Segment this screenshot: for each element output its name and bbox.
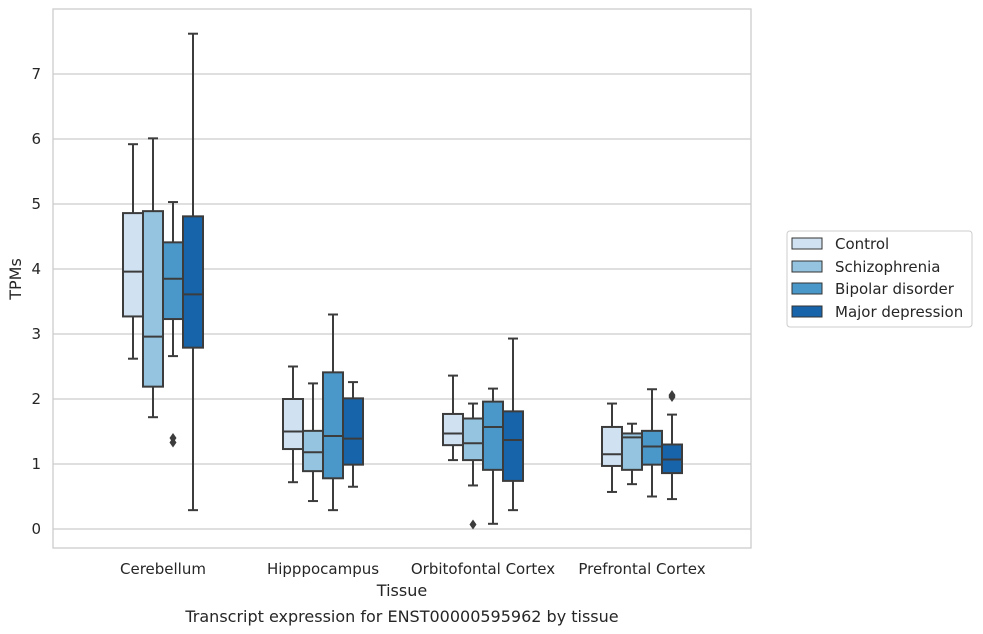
outlier-point xyxy=(169,433,177,443)
box-group xyxy=(342,381,364,488)
box-group xyxy=(502,337,524,512)
box-iqr xyxy=(601,425,623,467)
box-group xyxy=(182,32,204,512)
legend-label-bipolar-disorder: Bipolar disorder xyxy=(835,280,955,298)
y-axis-title: TPMs xyxy=(6,258,25,301)
box-group xyxy=(162,201,184,448)
x-tick-labels: Cerebellum Hipppocampus Orbitofontal Corte… xyxy=(120,560,706,578)
legend-swatch-schizophrenia xyxy=(791,260,823,273)
legend-label-major-depression: Major depression xyxy=(835,303,963,321)
box-iqr xyxy=(502,410,524,482)
box-group xyxy=(302,382,324,503)
box-iqr xyxy=(641,429,663,466)
y-tick-label: 1 xyxy=(31,455,41,473)
y-tick-label: 3 xyxy=(31,325,41,343)
box-iqr xyxy=(621,432,643,471)
box-group xyxy=(122,143,144,360)
box-iqr xyxy=(342,397,364,466)
y-tick-labels: 0 1 2 3 4 5 6 7 xyxy=(31,65,41,538)
box-iqr xyxy=(162,241,184,321)
y-tick-label: 5 xyxy=(31,195,41,213)
box-iqr xyxy=(302,429,324,473)
legend-label-schizophrenia: Schizophrenia xyxy=(835,258,940,276)
box-group xyxy=(462,402,484,530)
plot-area-frame xyxy=(52,8,752,549)
x-axis-title: Tissue xyxy=(376,581,427,600)
y-tick-label: 2 xyxy=(31,390,41,408)
box-group xyxy=(282,365,304,484)
box-group xyxy=(442,374,464,462)
legend-swatch-major-depression xyxy=(791,305,823,318)
y-tick-label: 0 xyxy=(31,520,41,538)
x-tick-label: Cerebellum xyxy=(120,560,206,578)
legend: Control Schizophrenia Bipolar disorder M… xyxy=(786,230,973,328)
box-iqr xyxy=(322,371,344,480)
x-tick-label: Prefrontal Cortex xyxy=(578,560,705,578)
x-tick-label: Hipppocampus xyxy=(267,560,379,578)
legend-swatch-bipolar-disorder xyxy=(791,282,823,295)
chart-caption: Transcript expression for ENST0000059596… xyxy=(184,607,618,626)
box-group xyxy=(641,388,663,498)
box-iqr xyxy=(462,417,484,462)
box-iqr xyxy=(142,210,164,388)
box-plots xyxy=(122,32,683,530)
box-iqr xyxy=(122,212,144,318)
box-group xyxy=(601,402,623,493)
box-iqr xyxy=(282,398,304,451)
box-group xyxy=(661,390,683,501)
box-iqr xyxy=(482,400,504,471)
box-iqr xyxy=(182,215,204,349)
box-group xyxy=(142,137,164,419)
box-iqr xyxy=(442,412,464,447)
y-tick-label: 6 xyxy=(31,130,41,148)
box-group xyxy=(322,313,344,512)
box-group xyxy=(482,387,504,525)
y-tick-label: 7 xyxy=(31,65,41,83)
x-tick-label: Orbitofontal Cortex xyxy=(411,560,555,578)
outlier-point xyxy=(668,390,676,401)
y-tick-label: 4 xyxy=(31,260,41,278)
outlier-point xyxy=(469,519,477,530)
legend-swatch-control xyxy=(791,237,823,250)
box-group xyxy=(621,422,643,486)
legend-frame xyxy=(786,230,973,328)
legend-label-control: Control xyxy=(835,235,889,253)
